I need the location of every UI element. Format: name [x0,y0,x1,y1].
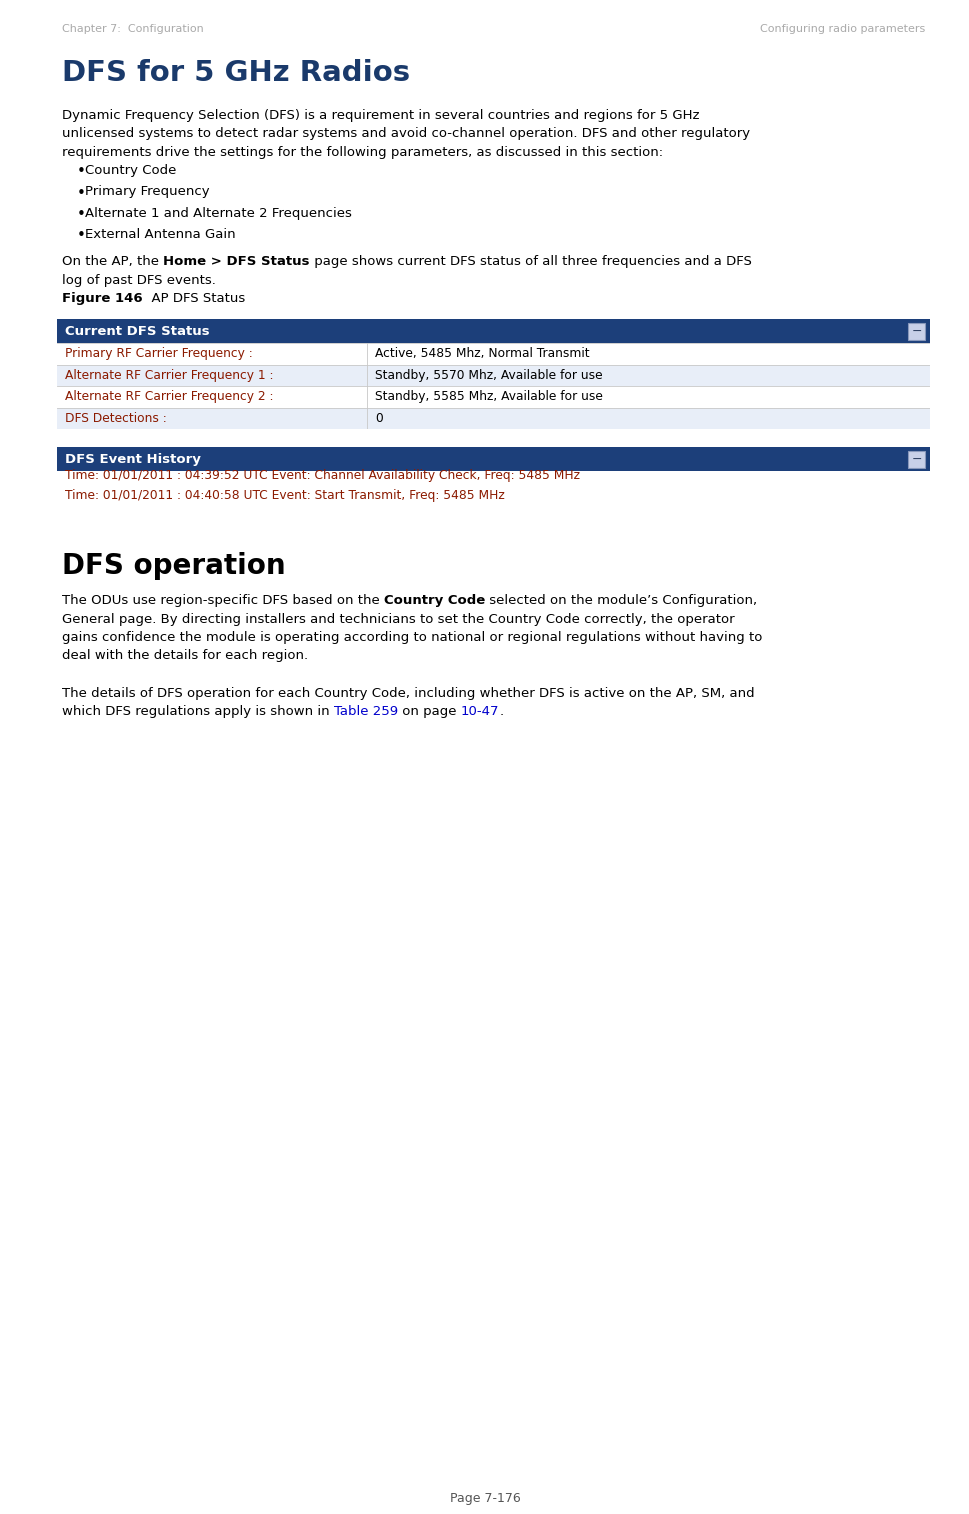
Text: DFS operation: DFS operation [62,553,285,580]
Text: unlicensed systems to detect radar systems and avoid co-channel operation. DFS a: unlicensed systems to detect radar syste… [62,127,749,141]
Text: Primary Frequency: Primary Frequency [85,186,209,198]
Text: on page: on page [397,706,460,718]
Bar [57,447,929,471]
Text: AP DFS Status: AP DFS Status [142,292,244,304]
Text: The details of DFS operation for each Country Code, including whether DFS is act: The details of DFS operation for each Co… [62,686,754,699]
Text: −: − [910,453,921,465]
Text: DFS Event History: DFS Event History [65,453,201,465]
Bar [907,451,924,468]
Text: •: • [77,229,86,244]
Text: Alternate RF Carrier Frequency 2 :: Alternate RF Carrier Frequency 2 : [65,391,273,403]
Text: gains confidence the module is operating according to national or regional regul: gains confidence the module is operating… [62,631,762,643]
Text: which DFS regulations apply is shown in: which DFS regulations apply is shown in [62,706,333,718]
Bar [907,322,924,339]
Text: Alternate 1 and Alternate 2 Frequencies: Alternate 1 and Alternate 2 Frequencies [85,207,352,220]
Text: Standby, 5570 Mhz, Available for use: Standby, 5570 Mhz, Available for use [375,369,602,382]
Bar [57,365,929,386]
Text: •: • [77,207,86,223]
Text: Page 7-176: Page 7-176 [450,1491,519,1505]
Text: Dynamic Frequency Selection (DFS) is a requirement in several countries and regi: Dynamic Frequency Selection (DFS) is a r… [62,109,699,123]
Text: deal with the details for each region.: deal with the details for each region. [62,650,308,663]
Text: Country Code: Country Code [384,593,484,607]
Text: External Antenna Gain: External Antenna Gain [85,229,235,242]
Text: Chapter 7:  Configuration: Chapter 7: Configuration [62,24,203,33]
Text: •: • [77,164,86,179]
Text: Time: 01/01/2011 : 04:39:52 UTC Event: Channel Availability Check, Freq: 5485 MH: Time: 01/01/2011 : 04:39:52 UTC Event: C… [65,469,579,483]
Text: selected on the module’s Configuration,: selected on the module’s Configuration, [484,593,757,607]
Bar [57,344,929,365]
Text: log of past DFS events.: log of past DFS events. [62,274,216,286]
Text: page shows current DFS status of all three frequencies and a DFS: page shows current DFS status of all thr… [309,254,751,268]
Text: Active, 5485 Mhz, Normal Transmit: Active, 5485 Mhz, Normal Transmit [375,347,589,360]
Text: The ODUs use region-specific DFS based on the: The ODUs use region-specific DFS based o… [62,593,384,607]
Text: On the AP, the: On the AP, the [62,254,163,268]
Text: Country Code: Country Code [85,164,176,177]
Text: Time: 01/01/2011 : 04:40:58 UTC Event: Start Transmit, Freq: 5485 MHz: Time: 01/01/2011 : 04:40:58 UTC Event: S… [65,489,504,501]
Text: 0: 0 [375,412,382,425]
Text: DFS Detections :: DFS Detections : [65,412,167,425]
Text: −: − [910,324,921,338]
Text: Standby, 5585 Mhz, Available for use: Standby, 5585 Mhz, Available for use [375,391,602,403]
Bar [57,386,929,407]
Text: Current DFS Status: Current DFS Status [65,324,209,338]
Text: 10-47: 10-47 [460,706,499,718]
Text: .: . [499,706,503,718]
Bar [57,407,929,428]
Bar [57,319,929,344]
Text: Table 259: Table 259 [333,706,397,718]
Text: DFS for 5 GHz Radios: DFS for 5 GHz Radios [62,59,410,86]
Text: Figure 146: Figure 146 [62,292,142,304]
Text: Alternate RF Carrier Frequency 1 :: Alternate RF Carrier Frequency 1 : [65,369,273,382]
Text: General page. By directing installers and technicians to set the Country Code co: General page. By directing installers an… [62,613,734,625]
Text: •: • [77,186,86,200]
Text: Configuring radio parameters: Configuring radio parameters [759,24,924,33]
Text: Primary RF Carrier Frequency :: Primary RF Carrier Frequency : [65,347,253,360]
Text: Home > DFS Status: Home > DFS Status [163,254,309,268]
Text: requirements drive the settings for the following parameters, as discussed in th: requirements drive the settings for the … [62,145,663,159]
